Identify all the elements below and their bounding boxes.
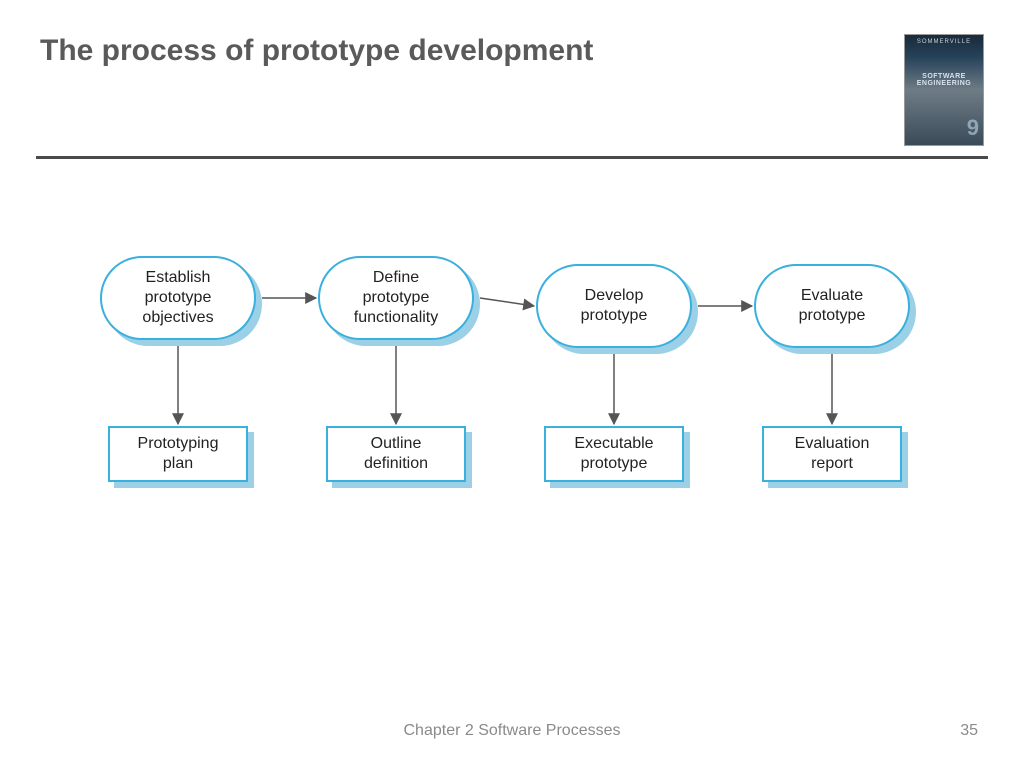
process-flowchart: Establishprototypeobjectives Defineprotot… (100, 256, 940, 516)
node-text: Evaluateprototype (799, 286, 866, 326)
output-label: Evaluationreport (762, 426, 902, 482)
process-output-b4: Evaluationreport (762, 426, 908, 488)
node-text: Outlinedefinition (364, 434, 428, 474)
book-title-label: SOFTWARE ENGINEERING (905, 73, 983, 87)
page-number: 35 (960, 722, 978, 740)
node-text: Establishprototypeobjectives (142, 268, 213, 328)
stage-label: Establishprototypeobjectives (100, 256, 256, 340)
title-row: The process of prototype development SOM… (40, 34, 984, 146)
node-text: Prototypingplan (138, 434, 219, 474)
title-divider (36, 156, 988, 159)
output-label: Prototypingplan (108, 426, 248, 482)
process-stage-p3: Developprototype (536, 264, 698, 354)
book-edition-number: 9 (967, 115, 979, 141)
stage-label: Evaluateprototype (754, 264, 910, 348)
process-stage-p1: Establishprototypeobjectives (100, 256, 262, 346)
node-text: Developprototype (581, 286, 648, 326)
node-text: Evaluationreport (795, 434, 870, 474)
book-cover-thumbnail: SOMMERVILLE SOFTWARE ENGINEERING 9 (904, 34, 984, 146)
node-text: Executableprototype (574, 434, 653, 474)
footer-chapter-label: Chapter 2 Software Processes (0, 722, 1024, 740)
process-output-b2: Outlinedefinition (326, 426, 472, 488)
node-text: Defineprototypefunctionality (354, 268, 439, 328)
process-output-b3: Executableprototype (544, 426, 690, 488)
process-stage-p4: Evaluateprototype (754, 264, 916, 354)
page-title: The process of prototype development (40, 34, 593, 68)
slide: The process of prototype development SOM… (0, 0, 1024, 768)
flowchart-arrow (480, 298, 534, 306)
process-output-b1: Prototypingplan (108, 426, 254, 488)
stage-label: Developprototype (536, 264, 692, 348)
process-stage-p2: Defineprototypefunctionality (318, 256, 480, 346)
output-label: Outlinedefinition (326, 426, 466, 482)
book-author-label: SOMMERVILLE (917, 39, 971, 45)
stage-label: Defineprototypefunctionality (318, 256, 474, 340)
output-label: Executableprototype (544, 426, 684, 482)
